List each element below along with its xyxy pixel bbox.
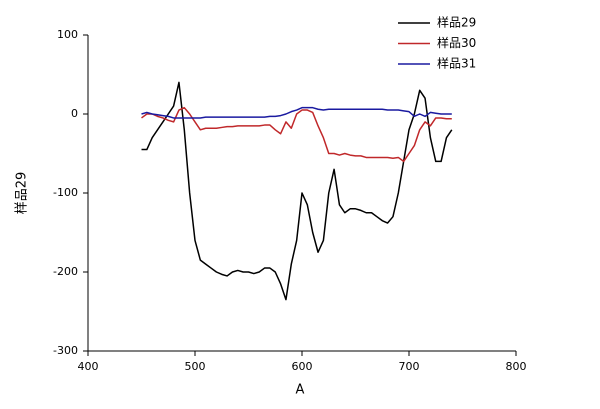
series-line bbox=[141, 81, 453, 301]
x-tick-label: 800 bbox=[506, 360, 527, 373]
y-tick-label: -200 bbox=[53, 265, 78, 278]
series-line bbox=[141, 106, 452, 119]
y-tick-label: 0 bbox=[71, 107, 78, 120]
legend-label: 样品30 bbox=[437, 35, 476, 50]
x-tick-label: 400 bbox=[78, 360, 99, 373]
x-tick-label: 600 bbox=[292, 360, 313, 373]
y-axis-label: 样品29 bbox=[15, 172, 30, 215]
x-axis-label: A bbox=[296, 383, 305, 398]
y-tick-label: 100 bbox=[57, 28, 78, 41]
series-line bbox=[141, 106, 452, 163]
legend-label: 样品29 bbox=[437, 15, 476, 30]
legend-label: 样品31 bbox=[437, 56, 476, 71]
y-tick-label: -100 bbox=[53, 186, 78, 199]
y-tick-label: -300 bbox=[53, 344, 78, 357]
x-tick-label: 500 bbox=[185, 360, 206, 373]
x-tick-label: 700 bbox=[399, 360, 420, 373]
